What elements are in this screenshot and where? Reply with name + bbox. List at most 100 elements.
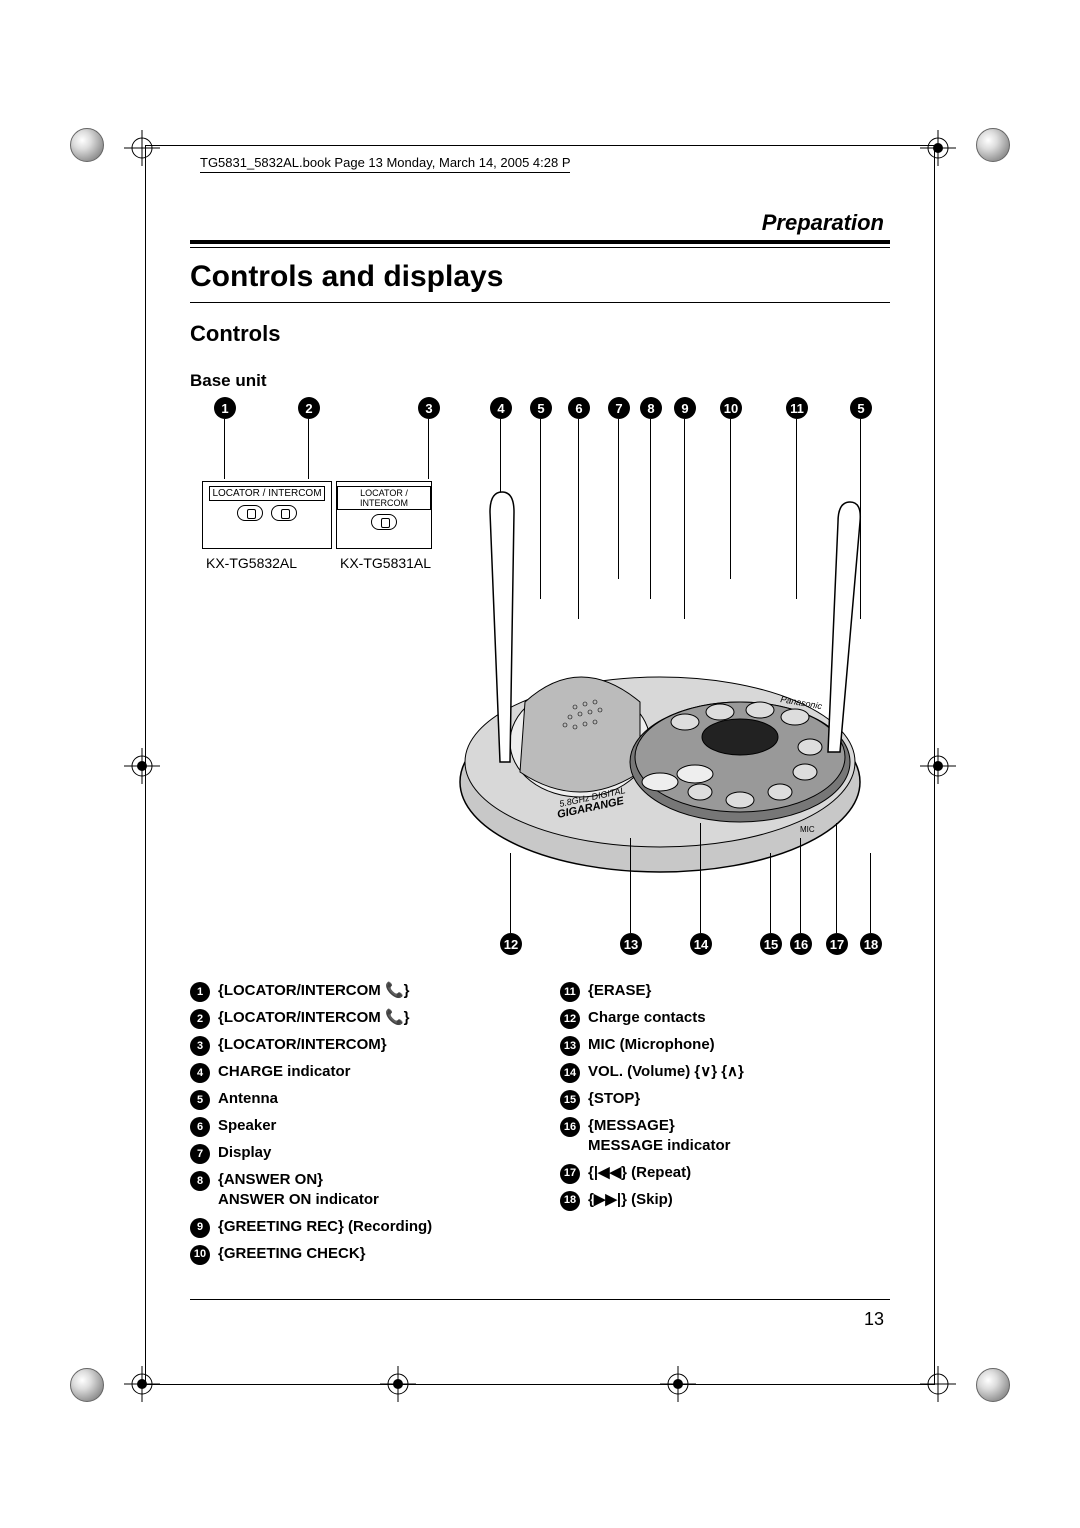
legend-text: Charge contacts xyxy=(588,1008,890,1028)
leader-line xyxy=(510,853,511,933)
legend-item-6: 6 Speaker xyxy=(190,1116,520,1137)
legend-item-10: 10 {GREETING CHECK} xyxy=(190,1244,520,1265)
legend-item-7: 7 Display xyxy=(190,1143,520,1164)
legend-num: 12 xyxy=(560,1009,580,1029)
leader-line xyxy=(836,823,837,933)
legend-subtext: MESSAGE indicator xyxy=(588,1137,731,1154)
legend-num: 4 xyxy=(190,1063,210,1083)
legend-item-17: 17{|◀◀} (Repeat) xyxy=(560,1163,890,1184)
legend-text: {GREETING REC} (Recording) xyxy=(218,1217,520,1237)
legend-item-14: 14 VOL. (Volume) {∨} {∧} xyxy=(560,1062,890,1083)
base-unit-drawing: 5.8GHz DIGITAL GIGARANGE Panasonic MIC xyxy=(440,452,880,892)
callout-bottom-13: 13 xyxy=(620,933,642,955)
legend-item-5: 5Antenna xyxy=(190,1089,520,1110)
leader-line xyxy=(308,419,309,479)
leader-line xyxy=(800,838,801,933)
legend-item-2: 2 {LOCATOR/INTERCOM 📞} xyxy=(190,1008,520,1029)
legend-item-13: 13 MIC (Microphone) xyxy=(560,1035,890,1056)
callout-top-6: 6 xyxy=(568,397,590,419)
legend-text: CHARGE indicator xyxy=(218,1062,520,1082)
callout-top-7: 7 xyxy=(608,397,630,419)
page-title: Controls and displays xyxy=(190,260,890,294)
legend-text: {LOCATOR/INTERCOM} xyxy=(218,1035,520,1055)
callout-top-8: 8 xyxy=(640,397,662,419)
legend-item-9: 9 {GREETING REC} (Recording) xyxy=(190,1217,520,1238)
callout-bottom-17: 17 xyxy=(826,933,848,955)
legend-item-8: 8 {ANSWER ON}ANSWER ON indicator xyxy=(190,1170,520,1211)
leader-line xyxy=(870,853,871,933)
legend-text: {ERASE} xyxy=(588,981,890,1001)
section-header: Preparation xyxy=(190,210,890,236)
crop-sphere-tr xyxy=(976,128,1010,162)
callout-bottom-12: 12 xyxy=(500,933,522,955)
legend-num: 14 xyxy=(560,1063,580,1083)
content-area: Preparation Controls and displays Contro… xyxy=(190,200,890,1330)
legend-item-16: 16{MESSAGE}MESSAGE indicator xyxy=(560,1116,890,1157)
legend-text: {LOCATOR/INTERCOM 📞} xyxy=(218,981,520,1001)
legend-num: 11 xyxy=(560,982,580,1002)
legend-num: 7 xyxy=(190,1144,210,1164)
model-1-label: KX-TG5832AL xyxy=(206,555,297,571)
legend-item-3: 3 {LOCATOR/INTERCOM} xyxy=(190,1035,520,1056)
leader-line xyxy=(770,853,771,933)
inset-model-1: LOCATOR / INTERCOM xyxy=(202,481,332,549)
callout-top-5: 5 xyxy=(850,397,872,419)
legend-num: 5 xyxy=(190,1090,210,1110)
handset-icon xyxy=(237,505,263,521)
legend-num: 10 xyxy=(190,1245,210,1265)
callout-top-10: 10 xyxy=(720,397,742,419)
footer-rule xyxy=(190,1299,890,1300)
legend-item-15: 15{STOP} xyxy=(560,1089,890,1110)
legend-text: {LOCATOR/INTERCOM 📞} xyxy=(218,1008,520,1028)
legend-subtext: ANSWER ON indicator xyxy=(218,1191,379,1208)
callout-bottom-14: 14 xyxy=(690,933,712,955)
callout-bottom-18: 18 xyxy=(860,933,882,955)
diagram-area: 12345678910115 LOCATOR / INTERCOM LOCATO… xyxy=(190,397,890,967)
legend-text: MIC (Microphone) xyxy=(588,1035,890,1055)
callout-top-1: 1 xyxy=(214,397,236,419)
callout-top-5: 5 xyxy=(530,397,552,419)
crop-sphere-br xyxy=(976,1368,1010,1402)
legend-num: 3 xyxy=(190,1036,210,1056)
legend-text: {|◀◀} (Repeat) xyxy=(588,1163,890,1183)
callout-top-2: 2 xyxy=(298,397,320,419)
legend-text: {GREETING CHECK} xyxy=(218,1244,520,1264)
legend-item-1: 1 {LOCATOR/INTERCOM 📞} xyxy=(190,981,520,1002)
leader-line xyxy=(630,838,631,933)
legend-num: 1 xyxy=(190,982,210,1002)
callout-top-4: 4 xyxy=(490,397,512,419)
callout-top-3: 3 xyxy=(418,397,440,419)
crop-sphere-bl xyxy=(70,1368,104,1402)
inset1-label: LOCATOR / INTERCOM xyxy=(209,486,324,501)
legend-text: Display xyxy=(218,1143,520,1163)
legend-num: 2 xyxy=(190,1009,210,1029)
subtitle: Controls xyxy=(190,321,890,347)
crop-sphere-tl xyxy=(70,128,104,162)
page-number: 13 xyxy=(864,1309,884,1330)
svg-text:MIC: MIC xyxy=(800,825,815,834)
inset-model-2: LOCATOR / INTERCOM xyxy=(336,481,432,549)
callout-row-bottom: 12 13 14 15 16 17 18 xyxy=(190,933,890,963)
leader-line xyxy=(428,419,429,479)
callout-top-9: 9 xyxy=(674,397,696,419)
legend-num: 8 xyxy=(190,1171,210,1191)
legend-text: {▶▶|} (Skip) xyxy=(588,1190,890,1210)
legend-num: 13 xyxy=(560,1036,580,1056)
legend: 1 {LOCATOR/INTERCOM 📞} 2 {LOCATOR/INTERCOM … xyxy=(190,981,890,1271)
handset-icon xyxy=(371,514,397,530)
model-2-label: KX-TG5831AL xyxy=(340,555,431,571)
legend-item-11: 11 {ERASE} xyxy=(560,981,890,1002)
callout-top-11: 11 xyxy=(786,397,808,419)
legend-text: {ANSWER ON}ANSWER ON indicator xyxy=(218,1170,520,1211)
callout-bottom-15: 15 xyxy=(760,933,782,955)
legend-text: Speaker xyxy=(218,1116,520,1136)
legend-col-left: 1 {LOCATOR/INTERCOM 📞} 2 {LOCATOR/INTERCOM … xyxy=(190,981,520,1271)
legend-num: 9 xyxy=(190,1218,210,1238)
thin-rule-1 xyxy=(190,302,890,303)
legend-num: 6 xyxy=(190,1117,210,1137)
callout-bottom-16: 16 xyxy=(790,933,812,955)
inset2-label: LOCATOR / INTERCOM xyxy=(337,486,431,510)
legend-num: 15 xyxy=(560,1090,580,1110)
legend-text: VOL. (Volume) {∨} {∧} xyxy=(588,1062,890,1082)
legend-item-4: 4 CHARGE indicator xyxy=(190,1062,520,1083)
